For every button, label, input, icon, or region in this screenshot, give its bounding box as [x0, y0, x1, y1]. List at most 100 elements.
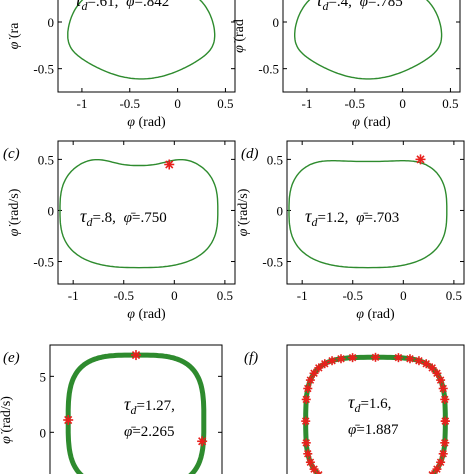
y-tick-label: 0	[40, 425, 47, 440]
y-axis-label: φ̇ (rad/s)	[7, 188, 22, 236]
marker-star	[440, 416, 450, 426]
marker-star	[197, 436, 208, 447]
x-tick-label: 0.5	[446, 288, 462, 303]
panel-annotation: τd=.61, φ̄=.842	[75, 0, 169, 13]
axes-frame	[286, 344, 465, 474]
y-axis-label: φ̇ (rad	[232, 19, 247, 53]
x-tick-label: 0.5	[217, 288, 233, 303]
svg-text:τd=.8, φ̄=.750: τd=.8, φ̄=.750	[80, 206, 167, 229]
marker-star	[301, 438, 311, 448]
panel-label: (c)	[3, 146, 20, 162]
x-tick-label: -1	[297, 288, 308, 303]
marker-star	[414, 356, 424, 366]
orbit-curve	[294, 0, 443, 80]
marker-star	[305, 457, 315, 467]
x-tick-label: -0.5	[344, 96, 365, 111]
marker-star	[303, 384, 313, 394]
x-tick-label: 0.5	[442, 96, 458, 111]
axes-frame	[57, 0, 236, 93]
x-axis-label: φ (rad)	[352, 115, 391, 130]
marker-star	[309, 368, 319, 378]
panel-annotation: τd=.4, φ̄=.785	[316, 0, 403, 13]
marker-star	[371, 352, 380, 362]
marker-star	[438, 449, 448, 459]
y-axis-label: φ̇ (rad/s)	[0, 396, 14, 444]
panel-annotation: τd=1.27, φ̄=2.265	[124, 394, 175, 440]
axes-frame	[49, 344, 223, 474]
y-tick-label: 0.5	[38, 152, 54, 167]
x-tick-label: 0.5	[217, 96, 233, 111]
panel-d: -1 -0.5 0 0.5 -0.5 0 0.5 φ (rad) φ̇ (rad/s) (d) τd…	[236, 140, 465, 322]
svg-text:τd=1.6,: τd=1.6,	[348, 392, 391, 415]
marker-star	[303, 449, 313, 459]
svg-text:τd=1.27,: τd=1.27,	[124, 394, 175, 417]
marker-star	[438, 384, 448, 394]
marker-star	[305, 375, 315, 385]
axes-frame	[282, 0, 461, 93]
marker-star	[436, 375, 446, 385]
marker-star	[164, 159, 175, 170]
x-axis-label: φ (rad)	[127, 307, 166, 322]
panel-annotation: τd=1.2, φ̄=.703	[305, 206, 399, 229]
marker-star	[393, 353, 403, 363]
panel-c: -1 -0.5 0 0.5 -0.5 0 0.5 φ (rad) φ̇ (rad/s) (c) τd…	[3, 140, 236, 322]
marker-star	[415, 154, 426, 165]
panel-annotation: τd=.8, φ̄=.750	[80, 206, 167, 229]
y-tick-label: 0	[273, 15, 280, 30]
svg-text:τd=1.2, φ̄=.703: τd=1.2, φ̄=.703	[305, 206, 399, 229]
x-tick-label: -0.5	[119, 96, 140, 111]
svg-text:φ̄=1.887: φ̄=1.887	[348, 422, 399, 438]
x-tick-label: -0.5	[113, 288, 134, 303]
y-tick-label: 5	[40, 369, 47, 384]
panel-e: 0 5 φ̇ (rad/s) (e) τd=1.27, φ̄=2.265	[0, 344, 223, 474]
marker-star	[327, 356, 337, 366]
marker-star	[320, 359, 330, 369]
y-tick-label: -0.5	[33, 62, 54, 77]
x-tick-label: -1	[68, 288, 79, 303]
x-tick-label: 0	[399, 96, 406, 111]
panel-label: (f)	[244, 350, 258, 366]
y-axis-label: φ̇ (ra	[7, 22, 22, 50]
axes-frame	[57, 140, 236, 285]
marker-star	[432, 464, 442, 474]
marker-star	[301, 394, 311, 404]
panel-annotation: τd=1.6, φ̄=1.887	[348, 392, 399, 438]
y-tick-label: 0	[48, 15, 55, 30]
y-tick-label: 0.5	[267, 152, 283, 167]
x-tick-label: -0.5	[342, 288, 363, 303]
axes-frame	[286, 140, 465, 285]
x-tick-label: 0	[171, 288, 178, 303]
x-axis-label: φ (rad)	[356, 307, 395, 322]
y-axis-label: φ̇ (rad/s)	[236, 188, 251, 236]
marker-star	[440, 394, 450, 404]
svg-text:φ̄=2.265: φ̄=2.265	[124, 424, 175, 440]
marker-star	[405, 354, 415, 364]
y-tick-label: -0.5	[33, 255, 54, 270]
marker-star	[63, 415, 74, 425]
panel-f: (f) τd=1.6, φ̄=1.887	[244, 344, 465, 474]
marker-star	[348, 353, 358, 363]
marker-star	[421, 359, 431, 369]
y-tick-label: 0	[48, 203, 55, 218]
y-tick-label: -0.5	[262, 255, 283, 270]
x-tick-label: -1	[76, 96, 87, 111]
svg-text:τd=.61, φ̄=.842: τd=.61, φ̄=.842	[75, 0, 169, 13]
orbit-curve	[303, 354, 448, 474]
x-tick-label: -1	[301, 96, 312, 111]
panel-label: (d)	[241, 146, 259, 162]
marker-star	[131, 350, 141, 361]
orbit-curve	[288, 160, 448, 269]
orbit-curve	[67, 0, 216, 80]
marker-star	[336, 354, 346, 364]
panel-label: (e)	[3, 350, 20, 366]
x-axis-label: φ (rad)	[127, 115, 166, 130]
orbit-curve	[59, 159, 219, 269]
y-tick-label: 0	[277, 203, 284, 218]
marker-star	[427, 363, 437, 373]
x-tick-label: 0	[400, 288, 407, 303]
panel-b: -1 -0.5 0 0.5 -0.5 0 φ (rad) φ̇ (rad τd=.4, φ̄=.…	[232, 0, 461, 130]
marker-star	[440, 438, 450, 448]
marker-star	[314, 470, 324, 474]
y-tick-label: -0.5	[258, 62, 279, 77]
